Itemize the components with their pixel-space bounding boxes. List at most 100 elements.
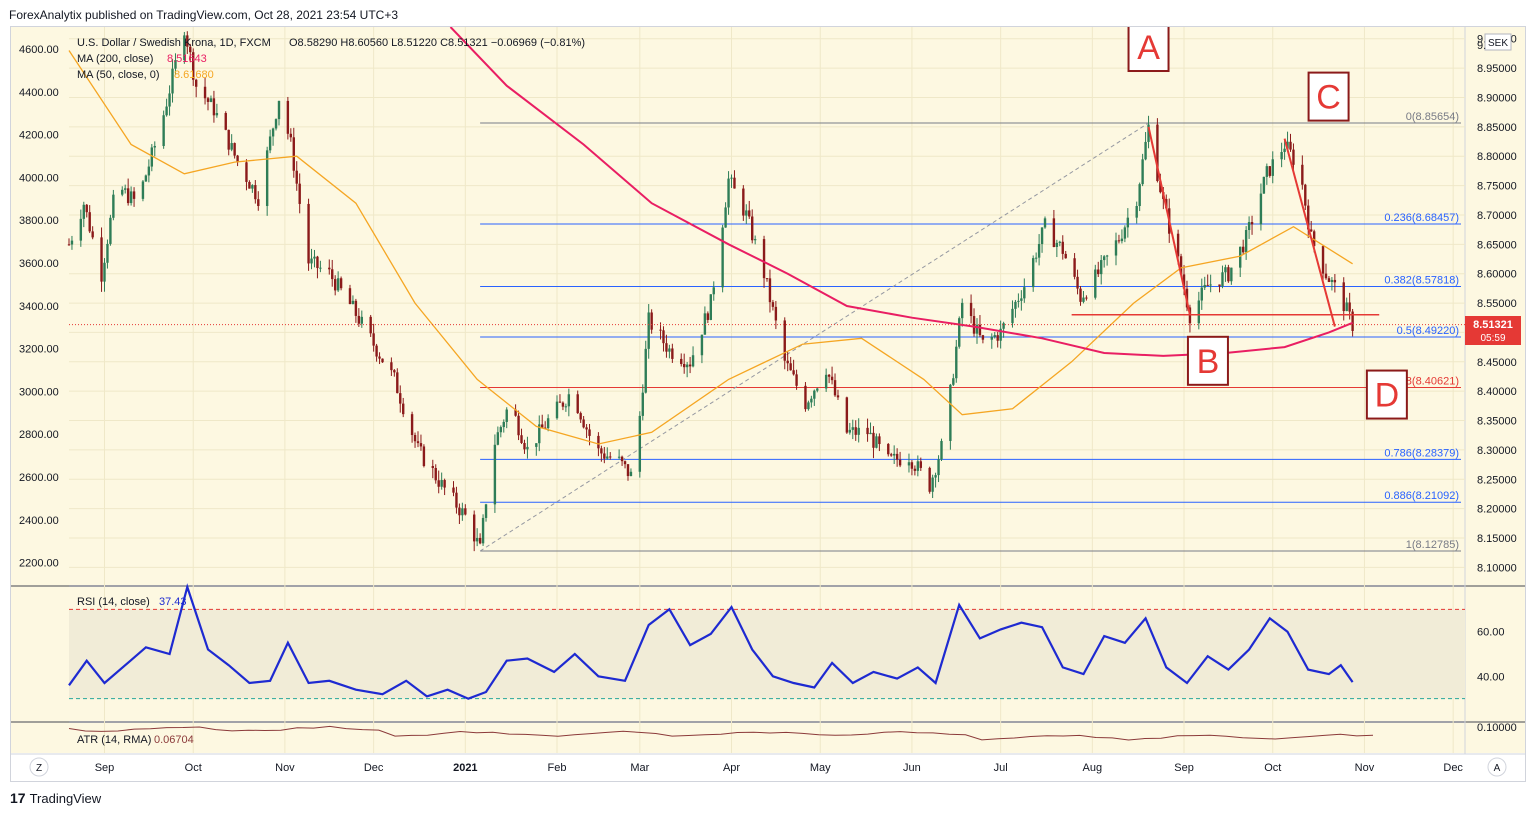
candle-body [609, 456, 612, 458]
candle-body [1082, 297, 1085, 302]
time-axis-tick: Aug [1083, 762, 1103, 774]
candle-body [1324, 273, 1328, 279]
candle-body [523, 442, 526, 450]
candle-body [792, 370, 795, 375]
candle-body [827, 374, 831, 377]
candle-body [499, 427, 503, 433]
candle-body [1141, 159, 1144, 185]
candle-body [1002, 323, 1005, 329]
candle-body [1085, 297, 1088, 299]
candle-body [289, 133, 293, 138]
rsi-value: 37.43 [159, 596, 187, 608]
candle-body [434, 467, 437, 481]
price-chart[interactable]: 0(8.85654) 0.236(8.68457) 0.382(8.57818) 0.… [11, 22, 1525, 781]
auto-scale-button-label[interactable]: A [1494, 763, 1501, 774]
chart-frame[interactable]: 0(8.85654) 0.236(8.68457) 0.382(8.57818) 0.… [10, 22, 1526, 782]
time-axis-tick: 2021 [453, 762, 477, 774]
candle-body [431, 466, 434, 468]
candle-body [1079, 288, 1082, 302]
candle-body [183, 35, 186, 61]
candle-body [600, 448, 603, 454]
main-pane-bg [69, 27, 1465, 585]
candle-body [665, 343, 668, 352]
candle-body [360, 316, 364, 324]
left-axis-tick: 4200.00 [19, 130, 59, 142]
candle-body [316, 256, 319, 269]
candle-body [996, 335, 999, 341]
candle-body [168, 93, 171, 107]
candle-body [189, 46, 192, 53]
zoom-reset-button[interactable] [29, 757, 49, 777]
candle-body [88, 212, 91, 232]
right-axis-tick: 8.60000 [1477, 269, 1517, 281]
candle-body [91, 231, 94, 238]
candle-body [721, 227, 724, 288]
zoom-reset-button-label[interactable]: Z [36, 763, 42, 774]
candle-body [724, 207, 727, 228]
candle-body [730, 177, 733, 179]
candle-body [1268, 166, 1271, 176]
candle-body [502, 421, 505, 428]
candle-body [517, 415, 520, 436]
candle-body [265, 150, 269, 206]
candle-body [753, 239, 757, 241]
candle-body [67, 244, 71, 246]
candle-body [928, 467, 931, 492]
rsi-band [69, 609, 1465, 699]
candle-body [890, 454, 893, 456]
candle-body [1348, 302, 1351, 312]
candle-body [990, 336, 993, 340]
candle-body [579, 413, 582, 420]
candle-body [706, 313, 710, 320]
candle-body [978, 324, 982, 336]
candle-body [588, 429, 591, 436]
candle-body [121, 189, 124, 195]
currency-badge-box[interactable] [1484, 33, 1512, 51]
candle-body [286, 100, 290, 134]
candle-body [813, 390, 816, 399]
candle-body [659, 329, 662, 331]
candle-body [1076, 276, 1079, 289]
pattern-label-box [1307, 71, 1350, 122]
candle-body [251, 185, 254, 189]
candle-body [1230, 267, 1233, 282]
abcd-leg-line [1283, 138, 1336, 327]
candle-body [709, 294, 713, 320]
candle-body [810, 398, 813, 403]
left-axis-tick: 4000.00 [19, 172, 59, 184]
candle-body [520, 435, 523, 443]
time-axis-tick: Oct [1264, 762, 1281, 774]
candle-body [786, 360, 789, 364]
candle-body [165, 106, 168, 116]
candle-body [872, 432, 875, 448]
atr-label: ATR (14, RMA) [77, 734, 151, 746]
candle-body [455, 492, 458, 508]
candle-body [1100, 260, 1103, 275]
time-axis-tick: Sep [95, 762, 115, 774]
time-axis-tick: Jun [903, 762, 921, 774]
time-axis-tick: Dec [364, 762, 384, 774]
candle-body [830, 376, 834, 381]
candle-body [472, 514, 476, 542]
fib-level-label: 0.786(8.28379) [1384, 447, 1459, 459]
candle-body [1197, 300, 1201, 324]
candle-body [375, 345, 378, 357]
candle-body [1265, 166, 1269, 177]
left-axis-tick: 4600.00 [19, 44, 59, 56]
candle-body [481, 517, 485, 544]
price-tag-countdown: 05:59 [1480, 333, 1505, 344]
candle-body [215, 113, 219, 116]
candle-body [496, 432, 500, 445]
candle-body [1310, 229, 1313, 232]
candle-body [162, 115, 165, 147]
candle-body [1176, 233, 1180, 257]
candle-body [1023, 287, 1026, 299]
candle-body [186, 35, 189, 47]
candle-body [1221, 272, 1224, 287]
auto-scale-button[interactable] [1487, 757, 1507, 777]
candle-body [1224, 267, 1227, 273]
candle-body [768, 278, 772, 303]
candle-body [1292, 149, 1295, 165]
candle-body [742, 188, 745, 216]
currency-badge[interactable]: SEK [1488, 38, 1508, 49]
